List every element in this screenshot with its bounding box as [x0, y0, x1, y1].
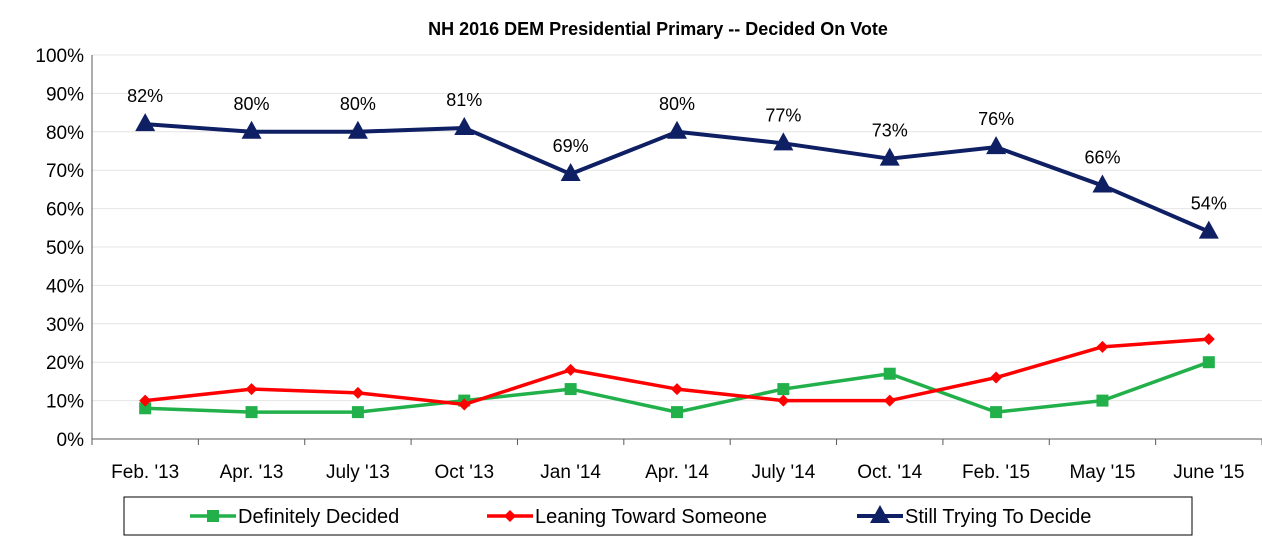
data-point [773, 132, 794, 151]
y-tick-label: 80% [46, 123, 84, 144]
x-tick-label: Feb. '15 [962, 462, 1030, 483]
y-tick-label: 50% [46, 238, 84, 259]
legend-label: Definitely Decided [238, 506, 399, 528]
data-point [986, 136, 1007, 155]
data-point [564, 363, 577, 376]
data-point [139, 394, 152, 407]
data-point [564, 383, 577, 396]
y-tick-label: 100% [35, 46, 84, 67]
x-tick-label: Jan '14 [540, 462, 601, 483]
data-label: 80% [234, 94, 270, 114]
series-line [145, 122, 1210, 234]
y-axis: 0% 10% 20% 30% 40% 50% 60% 70% 80% 90% 100% [35, 46, 93, 451]
x-tick-label: May '15 [1069, 462, 1135, 483]
legend: Definitely Decided Leaning Toward Someone… [123, 496, 1193, 536]
legend-entry: Leaning Toward Someone [487, 506, 767, 528]
data-label: 73% [872, 121, 908, 141]
data-point [139, 402, 152, 415]
series-layer [135, 113, 1219, 419]
y-tick-label: 20% [46, 353, 84, 374]
data-point [1202, 333, 1215, 346]
series-1 [139, 333, 1215, 411]
data-point [1096, 340, 1109, 353]
legend-box [123, 496, 1193, 536]
data-point [135, 113, 156, 132]
series-2 [135, 113, 1219, 239]
data-point [879, 147, 900, 166]
legend-marker [870, 505, 890, 523]
legend-entry: Still Trying To Decide [857, 505, 1091, 528]
data-point [883, 394, 896, 407]
data-point [454, 116, 475, 135]
data-label: 80% [659, 94, 695, 114]
data-point [667, 120, 687, 139]
legend-marker [207, 510, 219, 522]
data-point [347, 120, 368, 139]
y-tick-label: 90% [46, 84, 84, 105]
data-label: 77% [765, 105, 801, 125]
data-point [1092, 174, 1113, 193]
data-point [1096, 394, 1109, 407]
data-label: 66% [1084, 148, 1120, 168]
legend-label: Still Trying To Decide [905, 506, 1091, 528]
data-point [241, 120, 262, 139]
x-tick-label: Apr. '14 [645, 462, 709, 483]
data-label: 76% [978, 109, 1014, 129]
y-tick-label: 30% [46, 315, 84, 336]
x-axis: Feb. '13 Apr. '13 July '13 Oct '13 Jan '14 Ap… [91, 438, 1262, 483]
y-tick-label: 10% [46, 392, 84, 413]
gridlines [92, 54, 1262, 402]
data-label: 80% [340, 94, 376, 114]
data-labels: 82% 80% 80% 81% 69% 80% 77% 73% 76% 66% 54% [127, 86, 1227, 214]
data-point [245, 383, 258, 396]
legend-marker [504, 510, 516, 522]
data-point [777, 383, 790, 396]
x-tick-label: Feb. '13 [111, 462, 179, 483]
data-point [1202, 356, 1215, 369]
data-label: 82% [127, 86, 163, 106]
data-point [458, 398, 471, 411]
chart-title: NH 2016 DEM Presidential Primary -- Deci… [428, 19, 888, 39]
data-label: 81% [446, 90, 482, 110]
data-point [245, 406, 258, 419]
data-label: 54% [1191, 194, 1227, 214]
legend-entry: Definitely Decided [190, 506, 399, 528]
data-point [671, 383, 683, 396]
data-point [777, 394, 790, 407]
y-tick-label: 40% [46, 276, 84, 297]
x-tick-label: July '14 [751, 462, 815, 483]
data-point [560, 163, 581, 182]
data-point [883, 367, 896, 380]
data-point [671, 406, 683, 419]
data-point [990, 406, 1003, 419]
x-tick-label: July '13 [326, 462, 390, 483]
data-point [351, 386, 364, 399]
data-label: 69% [553, 136, 589, 156]
legend-label: Leaning Toward Someone [535, 506, 767, 528]
x-tick-label: Apr. '13 [220, 462, 284, 483]
x-tick-label: Oct '13 [434, 462, 494, 483]
x-tick-label: June '15 [1173, 462, 1244, 483]
y-tick-label: 70% [46, 161, 84, 182]
y-tick-label: 60% [46, 200, 84, 221]
data-point [990, 371, 1003, 384]
x-tick-label: Oct. '14 [857, 462, 922, 483]
data-point [351, 406, 364, 419]
y-tick-label: 0% [57, 430, 85, 451]
data-point [1198, 220, 1219, 239]
